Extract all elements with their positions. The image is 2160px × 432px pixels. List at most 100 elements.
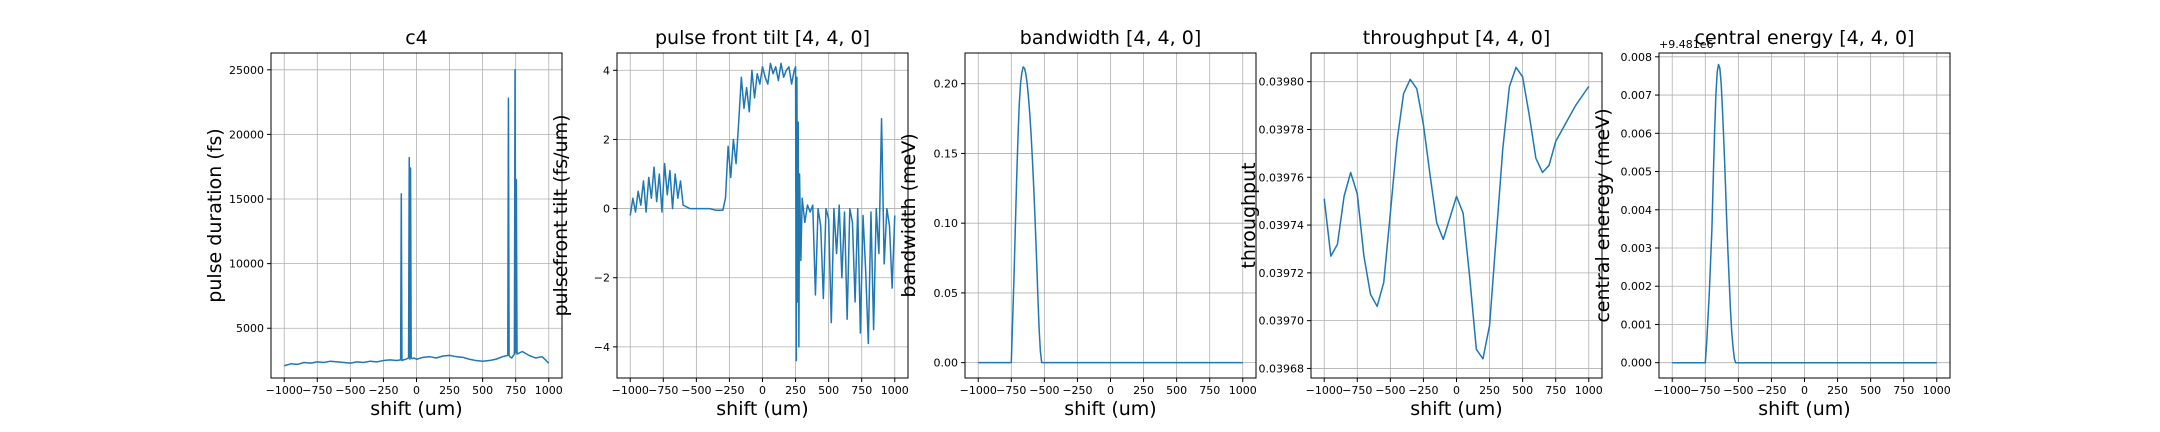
y-tick-label: 0.20 (934, 78, 959, 91)
chart-title: throughput [4, 4, 0] (1363, 27, 1551, 49)
x-tick-label: 1000 (535, 384, 563, 397)
y-offset-text: +9.481e6 (1659, 38, 1713, 51)
x-tick-label: 1000 (1229, 384, 1257, 397)
x-tick-label: −1000 (960, 384, 997, 397)
x-axis-label: shift (um) (1410, 398, 1502, 420)
y-tick-label: 15000 (229, 193, 264, 206)
y-tick-label: 20000 (229, 128, 264, 141)
y-tick-label: 10000 (229, 258, 264, 271)
x-tick-label: 500 (1860, 384, 1881, 397)
x-tick-label: 250 (1133, 384, 1154, 397)
x-tick-label: −750 (996, 384, 1026, 397)
y-axis-label: central eneregy (meV) (1592, 108, 1614, 322)
y-tick-label: 2 (603, 133, 610, 146)
x-tick-label: 750 (1893, 384, 1914, 397)
chart-panel-4: −1000 −750 −500 −250 0 250 500 750 1000 0.03968 0.… (1238, 27, 1603, 420)
x-tick-label: 500 (472, 384, 493, 397)
x-tick-label: 250 (1479, 384, 1500, 397)
chart-panel-3: −1000 −750 −500 −250 0 250 500 750 1000 0.00 0.05 0… (898, 27, 1257, 420)
y-axis-label: pulsefront tilt (fs/um) (550, 114, 572, 316)
x-tick-label: −500 (1723, 384, 1753, 397)
x-tick-label: −250 (1756, 384, 1786, 397)
y-tick-label: 0.006 (1621, 127, 1653, 140)
y-tick-label: 0.05 (934, 287, 959, 300)
y-tick-label: 0.15 (934, 147, 959, 160)
x-tick-label: −1000 (612, 384, 649, 397)
x-tick-label: −750 (302, 384, 332, 397)
chart-panel-5: −1000 −750 −500 −250 0 250 500 750 1000 0.000 0.00… (1592, 27, 1951, 420)
chart-panel-1: −1000 −750 −500 −250 0 250 500 750 1000 5000 10000… (204, 27, 563, 420)
y-tick-label: 0 (603, 203, 610, 216)
x-tick-label: 750 (851, 384, 872, 397)
y-tick-label: 0.03972 (1259, 267, 1305, 280)
y-axis-label: pulse duration (fs) (204, 128, 226, 302)
chart-panel-2: −1000 −750 −500 −250 0 250 500 750 1000 −4 −2 0 2 4 pu… (550, 27, 909, 420)
x-tick-label: −750 (648, 384, 678, 397)
chart-title: c4 (405, 27, 428, 49)
chart-title: central energy [4, 4, 0] (1695, 27, 1915, 49)
y-tick-label: 0.03968 (1259, 362, 1305, 375)
x-tick-label: 0 (1801, 384, 1808, 397)
y-tick-label: 0.03976 (1259, 171, 1305, 184)
x-axis-label: shift (um) (370, 398, 462, 420)
y-tick-label: 0.008 (1621, 51, 1653, 64)
x-tick-label: 0 (1107, 384, 1114, 397)
x-tick-label: −500 (1375, 384, 1405, 397)
x-tick-label: −250 (1062, 384, 1092, 397)
x-tick-label: 750 (505, 384, 526, 397)
y-tick-label: 0.002 (1621, 280, 1653, 293)
x-tick-label: 1000 (881, 384, 909, 397)
x-tick-label: −250 (1408, 384, 1438, 397)
x-tick-label: 500 (1166, 384, 1187, 397)
y-tick-label: 0.007 (1621, 89, 1653, 102)
x-tick-label: −500 (335, 384, 365, 397)
x-tick-label: −500 (681, 384, 711, 397)
x-axis-label: shift (um) (1758, 398, 1850, 420)
y-tick-label: 0.03980 (1259, 76, 1305, 89)
x-tick-label: 0 (1453, 384, 1460, 397)
x-tick-label: −250 (714, 384, 744, 397)
y-tick-label: −2 (594, 272, 610, 285)
x-tick-label: 250 (439, 384, 460, 397)
x-tick-label: 500 (818, 384, 839, 397)
x-tick-label: 750 (1199, 384, 1220, 397)
x-tick-label: −750 (1690, 384, 1720, 397)
y-tick-label: −4 (594, 341, 610, 354)
series-line (1323, 66, 1590, 360)
y-tick-label: 0.001 (1621, 318, 1653, 331)
series-line (629, 62, 896, 362)
x-tick-label: 500 (1512, 384, 1533, 397)
y-tick-label: 0.03970 (1259, 315, 1305, 328)
y-tick-label: 0.000 (1621, 357, 1653, 370)
x-axis-label: shift (um) (1064, 398, 1156, 420)
y-tick-label: 0.03974 (1259, 219, 1305, 232)
x-tick-label: 0 (759, 384, 766, 397)
x-tick-label: 1000 (1923, 384, 1951, 397)
x-tick-label: −1000 (1654, 384, 1691, 397)
chart-title: pulse front tilt [4, 4, 0] (655, 27, 870, 49)
series-line (1672, 63, 1937, 364)
y-tick-label: 0.10 (934, 217, 959, 230)
y-tick-label: 5000 (236, 322, 264, 335)
x-tick-label: 750 (1545, 384, 1566, 397)
y-axis-label: throughput (1238, 162, 1260, 268)
x-tick-label: −250 (368, 384, 398, 397)
y-tick-label: 25000 (229, 64, 264, 77)
y-axis-label: bandwidth (meV) (898, 133, 920, 297)
x-tick-label: −1000 (266, 384, 303, 397)
x-tick-label: 250 (1827, 384, 1848, 397)
chart-title: bandwidth [4, 4, 0] (1020, 27, 1201, 49)
y-tick-label: 4 (603, 64, 610, 77)
x-tick-label: 250 (785, 384, 806, 397)
y-tick-label: 0.00 (934, 357, 959, 370)
y-tick-label: 0.005 (1621, 166, 1653, 179)
x-axis-label: shift (um) (716, 398, 808, 420)
y-tick-label: 0.004 (1621, 204, 1653, 217)
y-tick-label: 0.003 (1621, 242, 1653, 255)
series-line (978, 66, 1243, 364)
x-tick-label: −1000 (1306, 384, 1343, 397)
y-tick-label: 0.03978 (1259, 123, 1305, 136)
series-line (284, 69, 550, 367)
x-tick-label: 0 (413, 384, 420, 397)
